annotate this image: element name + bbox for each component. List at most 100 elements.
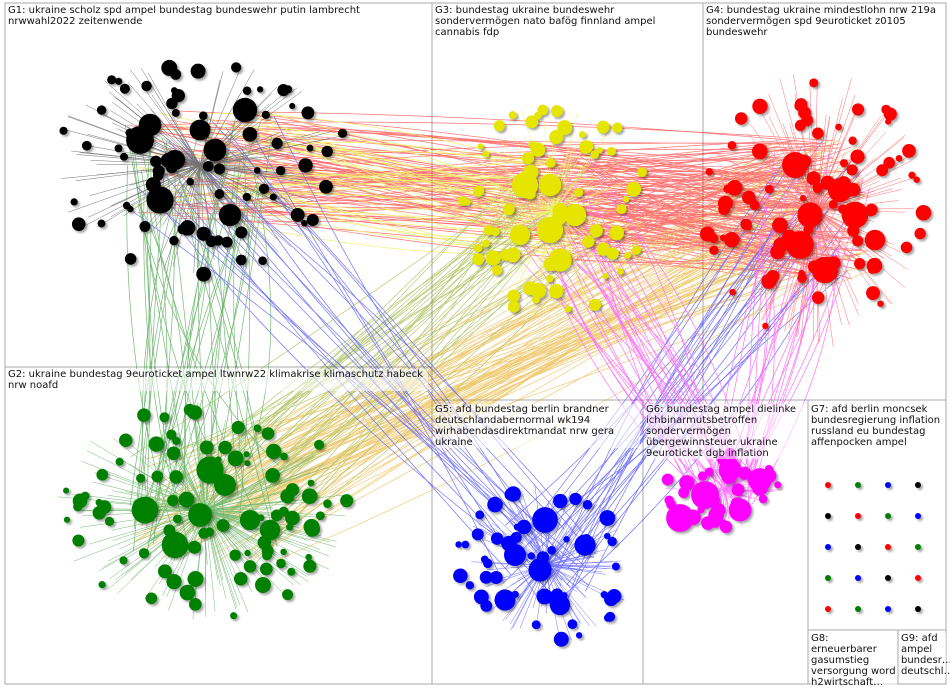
node <box>337 128 348 138</box>
node <box>242 126 258 142</box>
edge <box>151 231 819 518</box>
node <box>282 589 294 601</box>
node <box>285 510 300 526</box>
edge <box>84 164 201 227</box>
edge <box>199 131 332 166</box>
node <box>797 273 807 283</box>
node <box>276 558 286 569</box>
edge <box>544 564 611 568</box>
edge <box>147 72 201 166</box>
node <box>161 531 189 559</box>
node <box>239 509 261 531</box>
node <box>825 482 831 488</box>
node <box>164 149 186 171</box>
node <box>573 187 584 198</box>
node <box>508 111 517 120</box>
node <box>786 231 814 259</box>
edge <box>524 136 556 211</box>
edge <box>252 198 781 560</box>
node <box>717 195 733 211</box>
edge <box>127 82 201 166</box>
node <box>306 144 314 152</box>
edge <box>814 134 906 211</box>
edge <box>475 190 556 211</box>
node <box>740 218 752 231</box>
edge <box>130 130 151 506</box>
node <box>190 63 206 79</box>
node <box>231 420 245 434</box>
node <box>269 193 277 201</box>
node <box>172 436 181 446</box>
edge <box>197 164 201 269</box>
edge <box>182 141 201 166</box>
node <box>865 203 878 216</box>
edge <box>814 209 905 288</box>
edge <box>192 164 201 194</box>
edge <box>138 203 186 490</box>
edge <box>497 193 556 211</box>
node <box>895 155 903 162</box>
node <box>507 300 520 313</box>
edge <box>152 164 201 224</box>
node <box>141 80 152 92</box>
node <box>567 619 578 630</box>
edge <box>597 236 736 495</box>
node <box>482 150 490 158</box>
edge <box>133 114 203 552</box>
node <box>461 540 470 549</box>
edge <box>708 190 816 211</box>
edge <box>89 164 201 196</box>
edge <box>794 94 816 211</box>
edge <box>741 158 816 211</box>
edge <box>129 184 184 506</box>
edge <box>229 152 773 483</box>
node <box>864 229 886 251</box>
edge <box>814 112 889 211</box>
node <box>885 482 891 488</box>
node <box>81 140 92 151</box>
node <box>537 104 549 116</box>
node <box>575 632 583 639</box>
node <box>855 482 861 488</box>
node <box>885 606 891 612</box>
node <box>474 244 483 253</box>
node <box>883 156 895 169</box>
node <box>131 496 159 524</box>
node <box>307 479 315 487</box>
node <box>605 611 616 622</box>
node <box>709 245 719 255</box>
node <box>504 544 526 566</box>
edge <box>192 412 206 511</box>
edge <box>146 140 779 202</box>
edge <box>218 152 549 254</box>
node <box>227 450 244 467</box>
edge <box>553 171 777 577</box>
node <box>97 219 106 228</box>
node <box>528 558 552 582</box>
edge <box>124 124 195 533</box>
edge <box>234 198 589 529</box>
node <box>848 136 857 145</box>
edge <box>204 509 242 586</box>
node <box>139 221 151 232</box>
edge <box>544 564 618 570</box>
node <box>855 544 861 550</box>
edge <box>254 236 576 553</box>
node <box>609 225 624 241</box>
node <box>473 589 489 605</box>
edge <box>204 509 249 613</box>
edge <box>544 538 581 566</box>
edge <box>724 489 730 524</box>
edge <box>204 509 216 612</box>
node <box>563 203 587 227</box>
node <box>495 122 503 130</box>
edge <box>567 201 859 569</box>
edge <box>199 152 301 166</box>
node <box>119 83 130 94</box>
node <box>480 555 489 564</box>
edge <box>88 509 206 545</box>
node <box>752 98 768 114</box>
node <box>626 181 642 197</box>
edge <box>199 164 312 233</box>
